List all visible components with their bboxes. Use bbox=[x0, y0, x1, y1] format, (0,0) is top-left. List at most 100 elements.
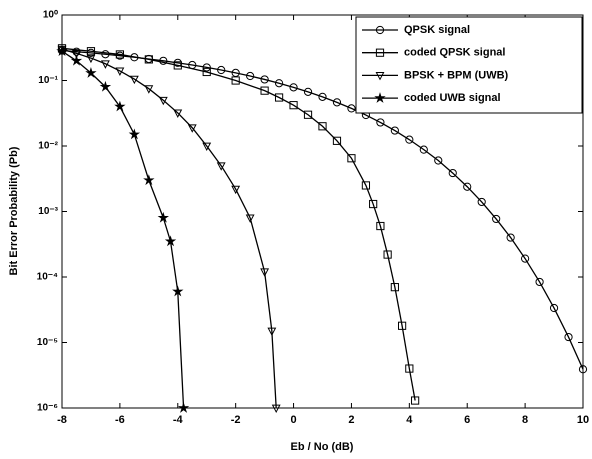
marker bbox=[271, 404, 281, 414]
marker bbox=[434, 156, 443, 165]
marker bbox=[318, 122, 327, 131]
legend-box bbox=[355, 16, 583, 114]
marker bbox=[390, 283, 399, 292]
marker bbox=[376, 118, 385, 127]
marker bbox=[303, 110, 313, 119]
series-line bbox=[61, 48, 277, 409]
marker bbox=[274, 93, 284, 102]
x-tick-label: 6 bbox=[464, 414, 470, 426]
x-tick-label: 10 bbox=[577, 414, 589, 426]
marker bbox=[144, 55, 153, 64]
marker bbox=[246, 71, 255, 81]
marker bbox=[202, 67, 211, 77]
marker bbox=[332, 98, 342, 107]
marker bbox=[231, 76, 240, 85]
marker bbox=[289, 101, 298, 110]
marker bbox=[128, 128, 141, 140]
marker bbox=[375, 48, 385, 57]
marker bbox=[405, 364, 414, 373]
marker bbox=[260, 75, 269, 84]
marker bbox=[369, 199, 378, 209]
marker bbox=[217, 65, 226, 75]
marker bbox=[216, 162, 226, 171]
marker bbox=[101, 50, 110, 59]
marker bbox=[172, 285, 184, 297]
marker bbox=[411, 396, 420, 405]
y-tick-label: 10⁻³ bbox=[38, 206, 58, 217]
marker bbox=[86, 54, 96, 64]
marker bbox=[477, 197, 486, 207]
marker bbox=[260, 86, 269, 95]
marker bbox=[274, 79, 284, 88]
marker bbox=[202, 142, 212, 152]
marker bbox=[521, 254, 530, 263]
marker bbox=[187, 124, 197, 133]
marker bbox=[289, 83, 298, 92]
legend-label: coded QPSK signal bbox=[404, 47, 505, 59]
x-axis-label: Eb / No (dB) bbox=[291, 441, 354, 453]
marker bbox=[72, 49, 81, 59]
marker bbox=[164, 235, 177, 247]
y-tick-label: 10⁻⁴ bbox=[37, 272, 58, 283]
marker bbox=[231, 185, 241, 195]
series-line bbox=[61, 47, 416, 401]
y-tick-label: 10⁻⁵ bbox=[37, 337, 58, 348]
marker bbox=[303, 87, 313, 96]
series-line bbox=[61, 50, 185, 409]
marker bbox=[260, 268, 270, 277]
marker bbox=[143, 174, 155, 186]
legend-label: coded UWB signal bbox=[404, 92, 501, 104]
legend-label: BPSK + BPM (UWB) bbox=[404, 69, 509, 81]
marker bbox=[115, 67, 125, 76]
y-tick-label: 10⁻⁶ bbox=[37, 403, 58, 414]
marker bbox=[375, 72, 385, 81]
marker bbox=[129, 75, 139, 85]
marker bbox=[70, 54, 83, 66]
marker bbox=[144, 85, 154, 94]
y-axis-label: Bit Error Probability (Pb) bbox=[8, 146, 20, 275]
marker bbox=[492, 214, 501, 224]
marker bbox=[158, 96, 168, 106]
x-tick-label: 0 bbox=[290, 414, 296, 426]
marker bbox=[383, 250, 392, 259]
marker bbox=[85, 67, 97, 78]
marker bbox=[564, 332, 573, 342]
x-tick-label: 4 bbox=[406, 414, 413, 426]
marker bbox=[390, 126, 399, 135]
marker bbox=[177, 402, 190, 413]
marker bbox=[173, 61, 182, 70]
x-tick-label: 2 bbox=[348, 414, 354, 426]
x-tick-label: -2 bbox=[231, 414, 241, 426]
marker bbox=[375, 25, 385, 35]
marker bbox=[56, 45, 68, 57]
marker bbox=[245, 214, 255, 223]
marker bbox=[173, 109, 183, 118]
marker bbox=[419, 145, 428, 154]
marker bbox=[115, 50, 124, 59]
x-tick-label: -8 bbox=[57, 414, 67, 426]
y-tick-label: 10⁻² bbox=[38, 141, 58, 152]
marker bbox=[267, 327, 277, 336]
marker bbox=[376, 221, 385, 231]
marker bbox=[405, 135, 414, 144]
marker bbox=[578, 365, 588, 374]
marker bbox=[99, 80, 112, 92]
y-tick-label: 10⁰ bbox=[43, 10, 58, 21]
marker bbox=[318, 92, 327, 101]
marker bbox=[397, 321, 407, 330]
legend-label: QPSK signal bbox=[404, 24, 470, 36]
marker bbox=[157, 211, 169, 223]
y-tick-label: 10⁻¹ bbox=[38, 75, 58, 86]
marker bbox=[114, 100, 126, 112]
marker bbox=[506, 233, 515, 242]
marker bbox=[347, 154, 356, 163]
x-tick-label: -6 bbox=[115, 414, 125, 426]
marker bbox=[374, 92, 386, 103]
marker bbox=[448, 168, 457, 178]
marker bbox=[549, 303, 559, 313]
marker bbox=[332, 136, 342, 145]
marker bbox=[202, 63, 211, 72]
marker bbox=[361, 181, 371, 190]
marker bbox=[347, 104, 356, 113]
